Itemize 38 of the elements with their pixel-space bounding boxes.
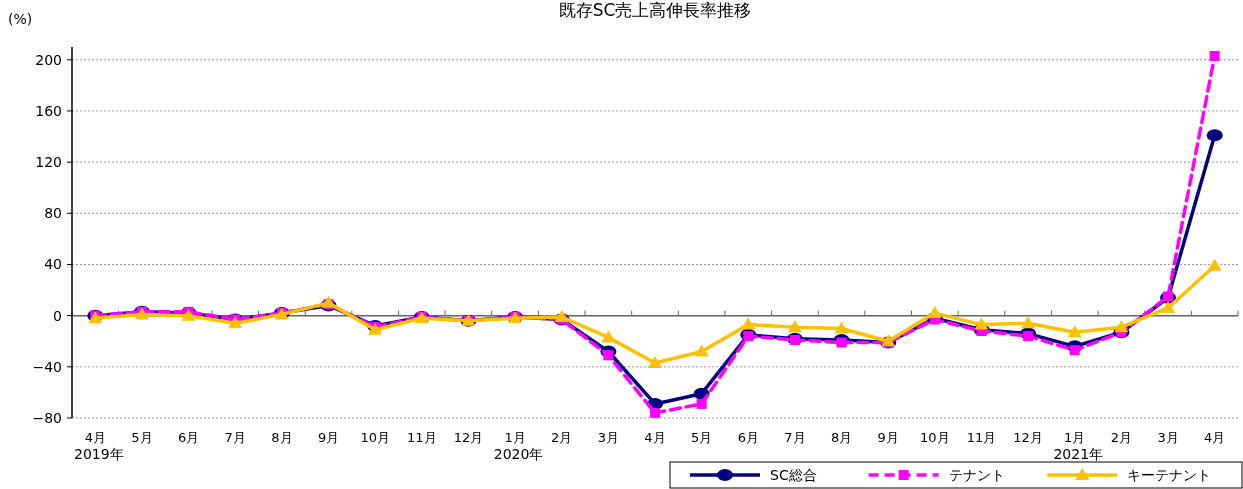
x-tick-label: 8月	[830, 430, 853, 445]
x-tick-label: 9月	[317, 430, 340, 445]
x-tick-label: 10月	[920, 430, 950, 445]
legend-label: テナント	[948, 467, 1005, 483]
x-tick-label: 3月	[1157, 430, 1179, 445]
y-tick-label: −80	[32, 410, 62, 426]
y-tick-label: 40	[44, 256, 62, 273]
x-tick-label: 7月	[784, 430, 806, 445]
x-tick-label: 3月	[597, 430, 619, 445]
x-tick-label: 9月	[877, 430, 899, 445]
x-tick-label: 6月	[737, 430, 759, 445]
x-tick-label: 11月	[966, 430, 997, 445]
x-tick-label: 4月	[644, 430, 666, 445]
y-tick-label: 200	[35, 51, 62, 68]
x-tick-label: 4月	[1204, 430, 1226, 445]
y-tick-label: 120	[35, 154, 62, 171]
x-tick-label: 8月	[271, 430, 293, 445]
y-tick-label: 80	[44, 205, 62, 222]
y-tick-label: 0	[53, 307, 62, 324]
x-tick-label: 7月	[224, 430, 246, 445]
x-tick-label: 4月 2019年	[74, 430, 124, 462]
x-tick-label: 5月	[691, 430, 713, 445]
x-tick-label: 2月	[1110, 430, 1133, 445]
x-tick-label: 10月	[360, 430, 390, 445]
x-tick-label: 5月	[131, 430, 153, 445]
legend-label: SC総合	[770, 467, 817, 483]
chart-title: 既存SC売上高伸長率推移	[558, 0, 752, 20]
y-tick-label: 160	[35, 102, 62, 119]
x-tick-label: 12月	[1013, 430, 1043, 445]
x-tick-label: 12月	[453, 430, 484, 445]
x-tick-label: 6月	[177, 430, 200, 445]
y-axis-title: (%)	[8, 11, 33, 27]
x-tick-label: 1月 2020年	[493, 430, 544, 462]
x-tick-label: 11月	[407, 430, 437, 445]
x-tick-label: 1月 2021年	[1053, 430, 1104, 462]
x-tick-label: 2月	[551, 430, 573, 445]
y-tick-label: −40	[32, 358, 62, 375]
legend-label: キーテナント	[1127, 467, 1212, 483]
